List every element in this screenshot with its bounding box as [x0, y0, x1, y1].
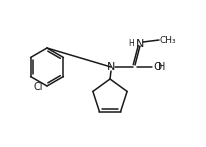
- Text: O: O: [153, 62, 161, 72]
- Text: Cl: Cl: [34, 82, 43, 92]
- Text: N: N: [107, 62, 115, 72]
- Text: N: N: [136, 39, 144, 49]
- Text: H: H: [158, 62, 165, 72]
- Text: CH₃: CH₃: [160, 35, 177, 45]
- Text: H: H: [128, 39, 134, 47]
